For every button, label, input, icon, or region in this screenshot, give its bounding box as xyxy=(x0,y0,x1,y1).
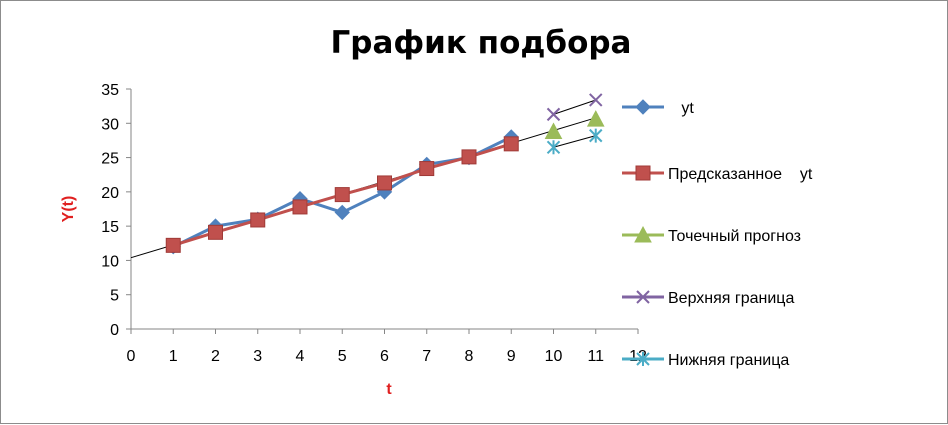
legend-item: Верхняя граница xyxy=(622,290,794,307)
x-axis-label: t xyxy=(386,381,392,398)
series-star xyxy=(546,128,603,155)
x-tick-label: 7 xyxy=(422,348,431,365)
x-tick-label: 2 xyxy=(211,348,220,365)
y-tick-label: 30 xyxy=(101,116,119,133)
x-tick-label: 4 xyxy=(296,348,305,365)
data-point xyxy=(589,128,603,143)
legend-marker xyxy=(634,225,652,243)
legend-marker xyxy=(636,290,650,304)
data-point xyxy=(546,107,561,122)
trend-line xyxy=(553,99,596,115)
legend-item: yt xyxy=(622,99,694,117)
legend: yt Предсказанное yt Точечный прогноз Верхня… xyxy=(622,99,813,369)
legend-marker xyxy=(635,165,651,181)
legend-item: Точечный прогноз xyxy=(622,225,801,245)
data-point xyxy=(165,237,181,253)
data-point xyxy=(546,140,561,155)
x-tick-label: 0 xyxy=(127,348,136,365)
legend-item: Нижняя граница xyxy=(622,352,789,369)
x-tick-label: 1 xyxy=(169,348,178,365)
legend-item: Предсказанное yt xyxy=(622,165,813,183)
legend-label: Нижняя граница xyxy=(668,352,789,369)
y-tick-label: 15 xyxy=(101,219,119,236)
chart-title: График подбора xyxy=(331,25,632,61)
y-axis-label: Y(t) xyxy=(60,196,77,223)
data-point xyxy=(377,175,392,191)
legend-marker xyxy=(636,352,650,366)
data-point xyxy=(586,110,605,127)
legend-label: Верхняя граница xyxy=(668,290,794,307)
plot-area xyxy=(165,93,605,255)
y-tick-label: 20 xyxy=(101,185,119,202)
y-tick-label: 35 xyxy=(101,82,119,99)
data-point xyxy=(334,187,350,203)
series-triangle xyxy=(544,110,605,140)
legend-marker xyxy=(635,99,651,115)
data-point xyxy=(250,212,266,228)
legend-label: Предсказанное yt xyxy=(668,166,813,183)
legend-label: yt xyxy=(668,100,694,117)
y-tick-label: 10 xyxy=(101,253,119,270)
x-tick-label: 10 xyxy=(545,348,563,365)
series-x xyxy=(546,93,603,122)
series-square xyxy=(165,136,519,253)
x-tick-label: 9 xyxy=(507,348,516,365)
y-tick-label: 25 xyxy=(101,151,119,168)
data-point xyxy=(503,136,519,152)
x-tick-label: 3 xyxy=(253,348,262,365)
data-point xyxy=(292,199,308,215)
x-tick-label: 8 xyxy=(465,348,474,365)
x-tick-label: 11 xyxy=(587,348,604,365)
y-tick-label: 0 xyxy=(110,322,119,339)
data-point xyxy=(419,161,435,177)
data-point xyxy=(334,204,350,221)
data-point xyxy=(461,149,477,165)
legend-label: Точечный прогноз xyxy=(668,228,801,245)
y-tick-label: 5 xyxy=(110,288,119,305)
data-point xyxy=(589,93,603,107)
data-point xyxy=(544,122,563,140)
trend-line xyxy=(553,135,596,148)
x-tick-label: 6 xyxy=(380,348,389,365)
data-point xyxy=(208,224,223,240)
x-tick-label: 5 xyxy=(338,348,347,365)
